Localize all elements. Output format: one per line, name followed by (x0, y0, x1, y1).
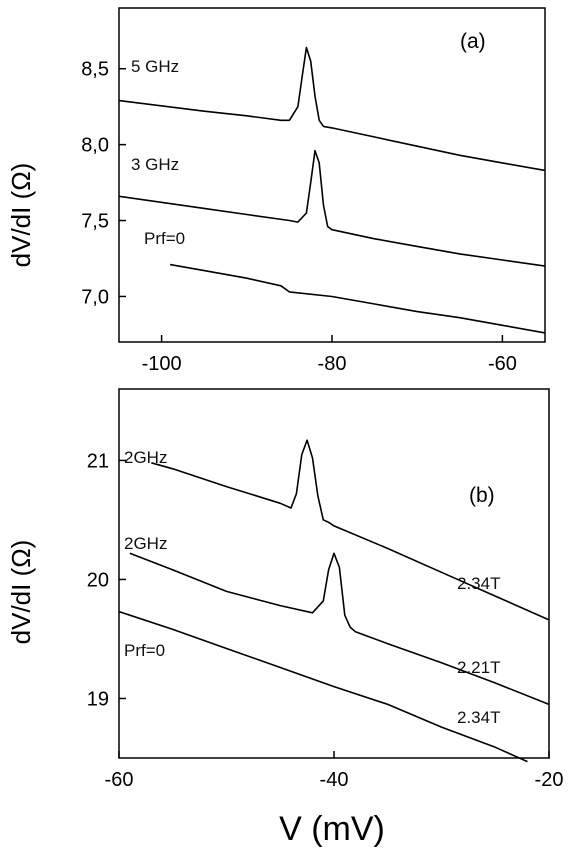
panel-b-curves (118, 439, 550, 763)
panel-a-y-ticks: 7,0 7,5 8,0 8,5 (81, 59, 126, 308)
panel-b-y-ticks: 19 20 21 (87, 450, 126, 710)
panel-a-annotation-3ghz: 3 GHz (131, 155, 179, 174)
panel-b-x-ticks: -60 -40 -20 (105, 751, 564, 791)
panel-b-y-tick-label: 19 (87, 688, 109, 710)
panel-b-x-tick-label: -40 (320, 769, 349, 791)
panel-a-series-1-line (118, 149, 546, 267)
panel-a: -100 -80 -60 7,07,58,08,5 (a) 5 GHz 3 GHz … (6, 7, 546, 375)
panel-b-annotation-field-bottom: 2.34T (457, 708, 500, 727)
panel-a-x-ticks: -100 -80 -60 (142, 335, 517, 375)
panel-b-series-1-line (129, 552, 550, 706)
panel-b-y-tick-label: 20 (87, 569, 109, 591)
panel-b-y-tick-label: 21 (87, 450, 109, 472)
panel-b-x-tick-label: -60 (105, 769, 134, 791)
panel-a-x-tick-label: -60 (488, 353, 517, 375)
panel-a-annotation-5ghz: 5 GHz (131, 57, 179, 76)
panel-a-y-tick-label: 7,0 (81, 286, 109, 308)
panel-b-annotation-2ghz-mid: 2GHz (124, 534, 167, 553)
panel-a-y-axis-label: dV/dI (Ω) (6, 163, 36, 268)
panel-a-y-tick-label: 8,5 (81, 59, 109, 81)
panel-a-series-0-line (118, 46, 546, 172)
panel-b-annotation-field-mid: 2.21T (457, 658, 500, 677)
x-axis-label: V (mV) (279, 810, 385, 848)
panel-b-y-axis-label: dV/dI (Ω) (6, 540, 36, 645)
panel-b-series-2-line (118, 610, 528, 763)
panel-a-frame (118, 7, 546, 343)
panel-a-curves (118, 46, 546, 334)
panel-a-annotation-prf0: Prf=0 (144, 229, 185, 248)
panel-b-annotation-prf0: Prf=0 (124, 641, 165, 660)
panel-a-x-tick-label: -100 (142, 353, 182, 375)
panel-a-y-tick-label: 8,0 (81, 135, 109, 157)
panel-b-annotation-2ghz-top: 2GHz (124, 448, 167, 467)
panel-a-y-tick-label: 7,5 (81, 211, 109, 233)
panel-b-label: (b) (469, 484, 495, 507)
panel-b-series-0-line (151, 439, 550, 621)
panel-b-annotation-field-top: 2.34T (457, 574, 500, 593)
panel-b-x-tick-label: -20 (535, 769, 564, 791)
panel-a-x-tick-label: -80 (318, 353, 347, 375)
panel-b: -60 -40 -20 19 20 21 (b) 2GHz 2GHz Prf=0 2.3… (6, 388, 564, 848)
panel-a-label: (a) (460, 30, 486, 53)
panel-a-series-2-line (169, 263, 546, 334)
